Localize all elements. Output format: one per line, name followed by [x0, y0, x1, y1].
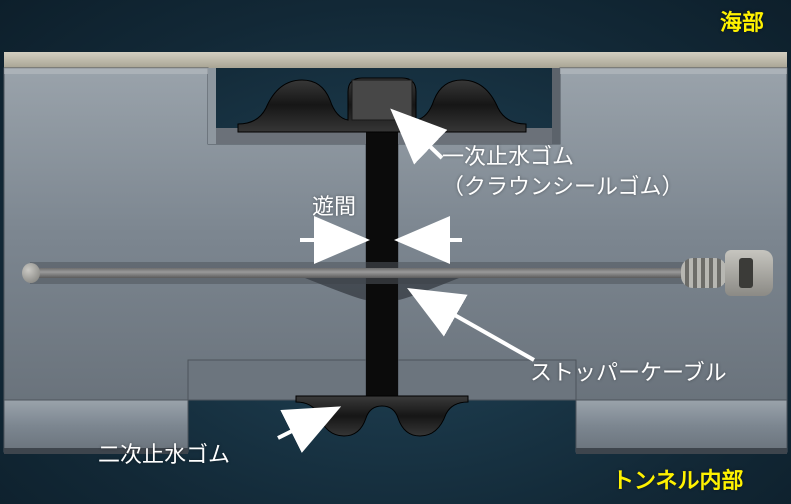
recess-wall-left — [208, 68, 216, 144]
label-stopper-cable: ストッパーケーブル — [530, 358, 727, 388]
bevel-top-right — [560, 68, 787, 74]
bottom-edge-right — [576, 448, 787, 454]
label-secondary-seal: 二次止水ゴム — [98, 440, 230, 470]
cable-anchor-bolt — [681, 244, 773, 302]
lower-step-left — [188, 360, 366, 400]
top-shelf — [4, 52, 787, 68]
bolt-head — [725, 250, 773, 296]
primary-seal-rubber — [238, 78, 526, 132]
cross-section-svg — [0, 0, 791, 504]
diagram-stage: 海部 トンネル内部 遊間 一次止水ゴム （クラウンシールゴム） ストッパーケーブ… — [0, 0, 791, 504]
cable-anchor-left — [22, 263, 40, 283]
bevel-top-left — [4, 68, 208, 74]
bottom-flange-right — [576, 400, 787, 452]
label-gap: 遊間 — [312, 192, 356, 222]
label-tunnel-inside: トンネル内部 — [612, 466, 744, 496]
label-sea-side: 海部 — [720, 8, 764, 38]
recess-wall-right — [552, 68, 560, 144]
label-primary-seal-line2: （クラウンシールゴム） — [442, 174, 684, 199]
central-gap — [366, 100, 398, 400]
label-primary-seal-line1: 一次止水ゴム — [442, 144, 574, 169]
stopper-cable — [30, 268, 760, 278]
bolt-spring — [681, 258, 727, 288]
label-primary-seal: 一次止水ゴム （クラウンシールゴム） — [442, 142, 684, 201]
